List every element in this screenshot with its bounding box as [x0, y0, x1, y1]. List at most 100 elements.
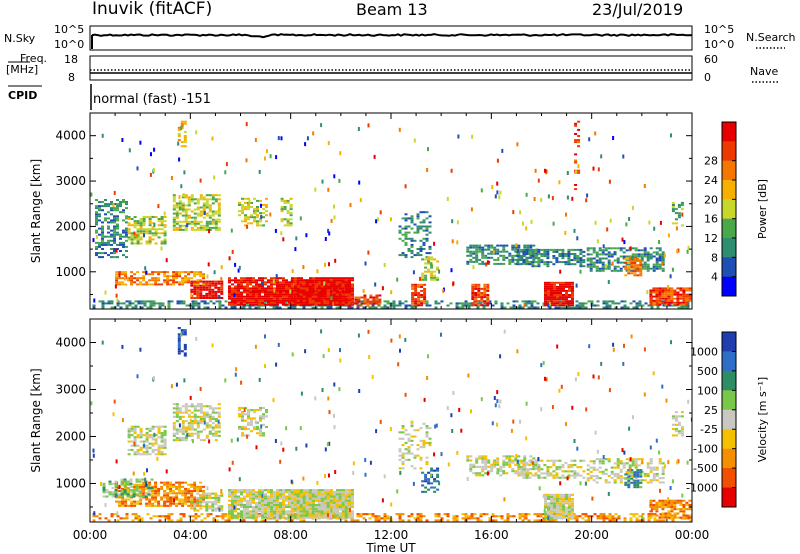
range-cell — [427, 262, 431, 265]
range-cell — [262, 212, 265, 215]
range-cell — [170, 300, 174, 303]
range-cell — [499, 254, 503, 257]
range-cell — [664, 303, 668, 306]
range-cell — [661, 253, 665, 256]
range-cell — [341, 503, 345, 506]
range-cell — [166, 275, 170, 278]
range-cell — [347, 497, 351, 500]
range-cell — [332, 493, 336, 496]
range-cell — [243, 516, 246, 519]
range-cell — [414, 287, 418, 290]
range-cell — [414, 294, 418, 296]
range-cell — [524, 304, 528, 307]
range-cell — [270, 299, 273, 302]
range-cell — [311, 279, 315, 282]
range-cell — [187, 271, 191, 274]
range-cell — [220, 292, 224, 295]
range-cell — [252, 495, 255, 498]
range-cell — [378, 298, 382, 301]
range-cell — [658, 249, 662, 252]
range-cell — [311, 491, 315, 494]
range-cell — [124, 498, 128, 501]
range-cell — [562, 504, 565, 507]
range-cell — [184, 490, 188, 493]
range-cell — [562, 289, 565, 292]
range-cell — [562, 508, 565, 511]
range-cell — [627, 266, 631, 269]
range-cell — [480, 294, 484, 296]
range-cell — [423, 294, 427, 296]
range-cell — [255, 493, 258, 496]
range-cell — [247, 216, 250, 219]
range-cell — [630, 264, 634, 267]
range-cell — [636, 258, 640, 260]
range-cell — [586, 253, 590, 256]
range-cell — [234, 501, 237, 504]
range-cell — [505, 244, 509, 247]
range-cell — [119, 205, 122, 208]
scatter-echo — [323, 281, 326, 286]
range-cell — [392, 300, 396, 303]
range-cell — [148, 483, 152, 486]
range-cell — [494, 519, 498, 522]
range-cell — [430, 270, 434, 273]
range-cell — [172, 502, 176, 505]
range-cell — [351, 302, 355, 305]
range-cell — [635, 513, 639, 516]
range-cell — [181, 504, 185, 507]
range-cell — [478, 250, 482, 253]
range-cell — [279, 295, 282, 298]
range-cell — [299, 293, 303, 296]
range-cell — [653, 517, 657, 520]
range-cell — [285, 512, 288, 515]
range-cell — [166, 283, 170, 286]
range-cell — [317, 512, 321, 515]
range-cell — [647, 519, 651, 522]
range-cell — [172, 200, 176, 203]
range-cell — [270, 295, 273, 298]
range-cell — [160, 271, 164, 274]
scatter-echo — [438, 269, 441, 274]
range-cell — [680, 224, 684, 227]
range-cell — [104, 241, 107, 244]
range-cell — [359, 300, 363, 303]
range-cell — [139, 283, 143, 286]
range-cell — [398, 254, 402, 257]
range-cell — [270, 514, 273, 517]
range-cell — [649, 291, 653, 294]
range-cell — [133, 273, 137, 276]
range-cell — [200, 300, 204, 303]
range-cell — [347, 287, 351, 290]
range-cell — [624, 258, 628, 260]
range-cell — [547, 493, 550, 496]
range-cell — [240, 514, 243, 517]
range-cell — [151, 232, 155, 235]
range-cell — [302, 281, 306, 284]
range-cell — [205, 286, 209, 289]
range-cell — [197, 302, 201, 305]
range-cell — [125, 256, 128, 259]
range-cell — [351, 279, 354, 282]
range-cell — [270, 493, 273, 496]
range-cell — [338, 512, 342, 515]
range-cell — [135, 480, 139, 483]
range-cell — [101, 256, 104, 259]
range-cell — [282, 491, 285, 494]
range-cell — [116, 223, 119, 226]
range-cell — [98, 513, 102, 516]
range-cell — [104, 199, 107, 201]
range-cell — [344, 495, 348, 498]
scatter-echo — [412, 270, 415, 275]
range-cell — [125, 215, 128, 218]
range-cell — [543, 250, 547, 253]
range-cell — [273, 301, 276, 304]
range-cell — [169, 492, 173, 495]
range-cell — [649, 303, 653, 306]
range-cell — [214, 212, 218, 215]
range-cell — [413, 517, 417, 520]
range-cell — [202, 485, 206, 488]
range-cell — [308, 303, 312, 306]
scatter-echo — [594, 131, 597, 136]
range-cell — [677, 204, 681, 206]
range-cell — [193, 483, 197, 486]
